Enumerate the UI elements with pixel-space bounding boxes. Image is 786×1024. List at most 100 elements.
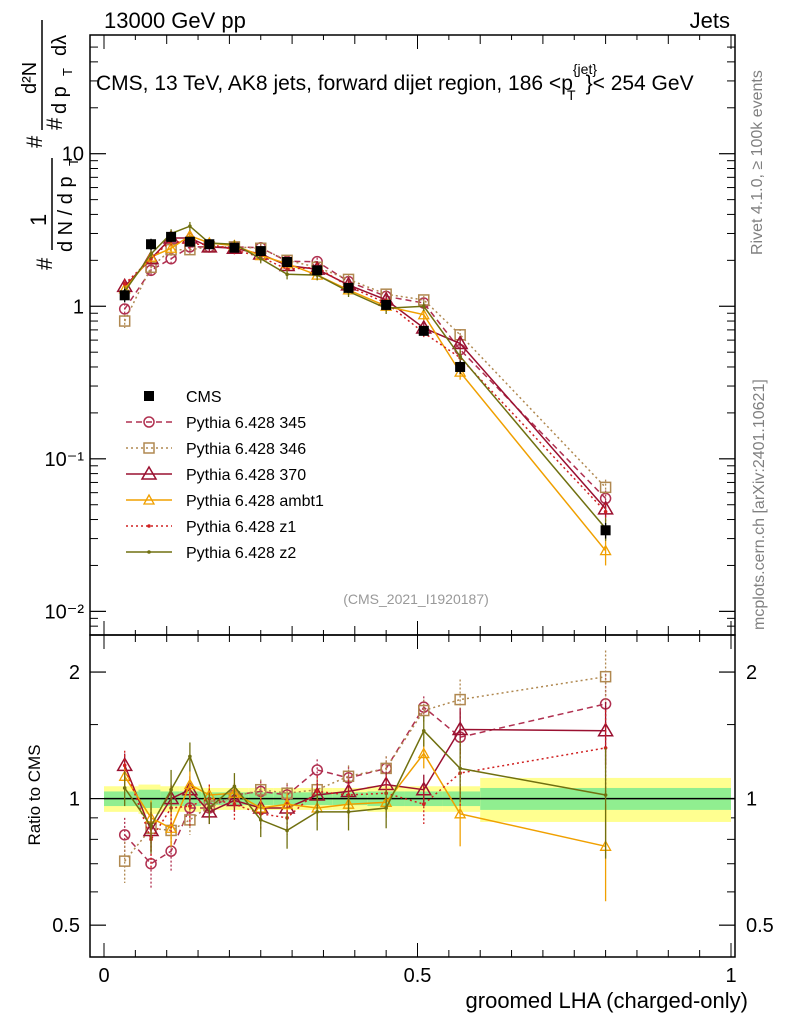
- mcplots-label: mcplots.cern.ch [arXiv:2401.10621]: [751, 379, 768, 630]
- data-point: [169, 787, 173, 792]
- legend-label: Pythia 6.428 345: [186, 415, 306, 432]
- upper-axis-ticks: 10 1 10⁻¹ 10⁻²: [45, 34, 735, 636]
- data-point: [146, 239, 157, 250]
- data-point: [204, 239, 215, 250]
- data-point: [599, 670, 612, 683]
- data-point: [118, 829, 131, 841]
- y-tick-label: 10⁻¹: [45, 449, 85, 471]
- ylabel-dlambda: dλ: [49, 35, 71, 56]
- ylabel-dN: d N / d p: [55, 176, 77, 252]
- lower-axis-ticks: 2 2 1 1 0.5 0.5 0 0.5 1: [52, 635, 774, 987]
- lower-frame: [89, 634, 736, 958]
- legend-marker: [143, 416, 155, 428]
- data-point: [122, 763, 127, 768]
- legend-entry-pythia-6-428-370: Pythia 6.428 370: [126, 465, 306, 484]
- ylabel-hash-2: #: [22, 135, 47, 148]
- data-point: [451, 335, 469, 350]
- y-tick-label: 10: [62, 144, 84, 166]
- data-point: [312, 265, 323, 276]
- series-line-pythia-6-428-346: [124, 246, 607, 488]
- upper-series-layer: [116, 221, 614, 566]
- ratio-y-tick-label: 0.5: [52, 915, 80, 937]
- data-point: [118, 315, 131, 327]
- ratio-series-layer: [116, 650, 614, 902]
- y-tick-label: 1: [73, 296, 84, 318]
- data-point: [207, 806, 212, 810]
- data-point: [188, 804, 192, 808]
- legend-entry-pythia-6-428-345: Pythia 6.428 345: [126, 415, 306, 432]
- data-point: [346, 810, 351, 814]
- data-point: [166, 231, 177, 242]
- plot-title-sup: {jet}: [573, 61, 597, 77]
- category-label: Jets: [690, 8, 730, 33]
- legend-marker: [140, 465, 158, 480]
- legend-entry-pythia-6-428-ambt1: Pythia 6.428 ambt1: [126, 493, 324, 510]
- data-point: [285, 272, 289, 277]
- plot-title-tail: }< 254 GeV: [586, 72, 694, 95]
- energy-label: 13000 GeV pp: [104, 8, 246, 33]
- data-point: [255, 246, 266, 257]
- data-point: [600, 525, 611, 536]
- ylabel-t2: T: [60, 68, 75, 76]
- data-point: [255, 783, 267, 796]
- data-point: [454, 693, 466, 706]
- data-point: [119, 290, 130, 301]
- data-point: [282, 257, 293, 268]
- data-point: [603, 509, 608, 514]
- legend-marker: [147, 524, 151, 528]
- legend-marker: [142, 493, 156, 505]
- data-point: [122, 282, 127, 286]
- legend-marker: [144, 391, 154, 401]
- data-point: [599, 481, 612, 494]
- data-point: [343, 282, 354, 293]
- data-point: [188, 754, 192, 759]
- x-tick-label: 0: [98, 965, 109, 987]
- data-point: [454, 807, 467, 819]
- upper-ylabel: # 1 d N / d p T # d²N # d p T dλ: [19, 20, 81, 270]
- data-point: [417, 308, 430, 320]
- plot-title-sub: T: [567, 87, 576, 103]
- series-line-pythia-6-428-ambt1: [124, 752, 606, 848]
- data-point: [311, 764, 323, 776]
- data-point: [118, 855, 131, 867]
- legend-entry-pythia-6-428-z1: Pythia 6.428 z1: [126, 519, 296, 536]
- ratio-ylabel: Ratio to CMS: [25, 744, 44, 845]
- legend-entry-pythia-6-428-346: Pythia 6.428 346: [126, 441, 306, 458]
- legend-marker: [143, 442, 155, 454]
- data-point: [258, 818, 263, 822]
- y-tick-label: 10⁻²: [45, 601, 85, 623]
- series-line-pythia-6-428-345: [124, 246, 607, 499]
- data-point: [184, 236, 195, 247]
- series-cms: [119, 231, 611, 539]
- data-point: [164, 241, 178, 253]
- data-point: [285, 828, 289, 833]
- data-point: [455, 361, 466, 372]
- plot-title-main: CMS, 13 TeV, AK8 jets, forward dijet reg…: [96, 72, 573, 95]
- series-line-pythia-6-428-345: [124, 703, 606, 865]
- data-point: [458, 766, 462, 771]
- ratio-y-tick-label: 1: [69, 789, 80, 811]
- data-point: [418, 325, 429, 336]
- ylabel-dpt: d p: [49, 86, 71, 114]
- data-point: [421, 728, 426, 733]
- legend-label: CMS: [186, 389, 222, 406]
- series-pythia-6-428-370: [116, 701, 614, 852]
- legend-marker: [147, 550, 151, 554]
- ylabel-hash-3: #: [42, 117, 67, 130]
- data-point: [149, 252, 153, 256]
- analysis-watermark: (CMS_2021_I1920187): [343, 591, 489, 607]
- data-point: [417, 747, 430, 759]
- legend-label: Pythia 6.428 ambt1: [186, 493, 324, 510]
- data-point: [421, 304, 426, 309]
- legend-entry-cms: CMS: [144, 389, 222, 406]
- series-line-pythia-6-428-ambt1: [124, 234, 607, 552]
- data-point: [285, 267, 289, 271]
- ratio-y-tick-label-right: 1: [746, 789, 757, 811]
- data-point: [603, 793, 608, 797]
- data-point: [258, 256, 263, 261]
- data-point: [149, 824, 153, 828]
- series-pythia-6-428-z2: [122, 716, 608, 859]
- data-point: [229, 242, 240, 253]
- legend-label: Pythia 6.428 z1: [186, 519, 296, 536]
- data-point: [122, 786, 127, 790]
